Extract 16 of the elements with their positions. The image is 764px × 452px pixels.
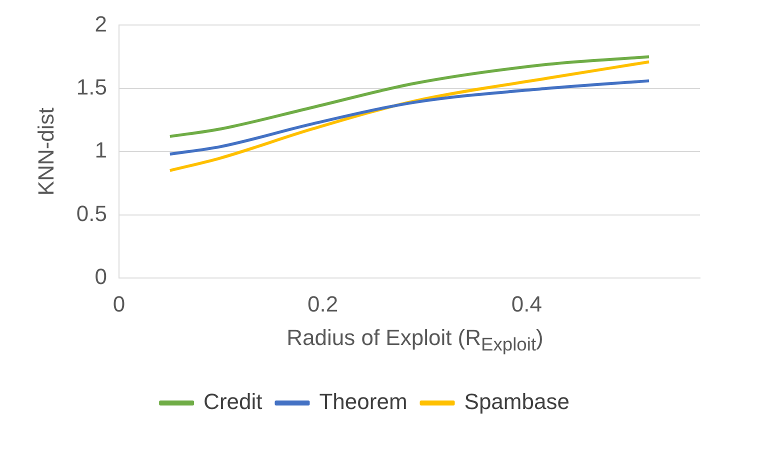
legend-label: Spambase xyxy=(464,389,570,414)
y-tick-label: 1.5 xyxy=(76,74,107,100)
x-tick-label: 0.4 xyxy=(511,291,542,316)
line-series xyxy=(168,60,651,172)
y-tick-label: 0.5 xyxy=(76,200,107,226)
line-series xyxy=(168,79,651,156)
y-tick-label: 1 xyxy=(94,138,107,163)
x-tick-label: 0.2 xyxy=(308,291,338,316)
line-series xyxy=(168,55,651,138)
y-tick-label: 2 xyxy=(94,11,107,36)
y-tick-label: 0 xyxy=(94,264,107,290)
legend-label: Theorem xyxy=(319,389,408,414)
legend-label: Credit xyxy=(204,389,262,414)
y-axis-title: KNN-dist xyxy=(33,108,58,196)
x-tick-label: 0 xyxy=(112,291,126,316)
x-axis-title: Radius of Exploit (R$_{Exploit}$) xyxy=(286,325,544,356)
